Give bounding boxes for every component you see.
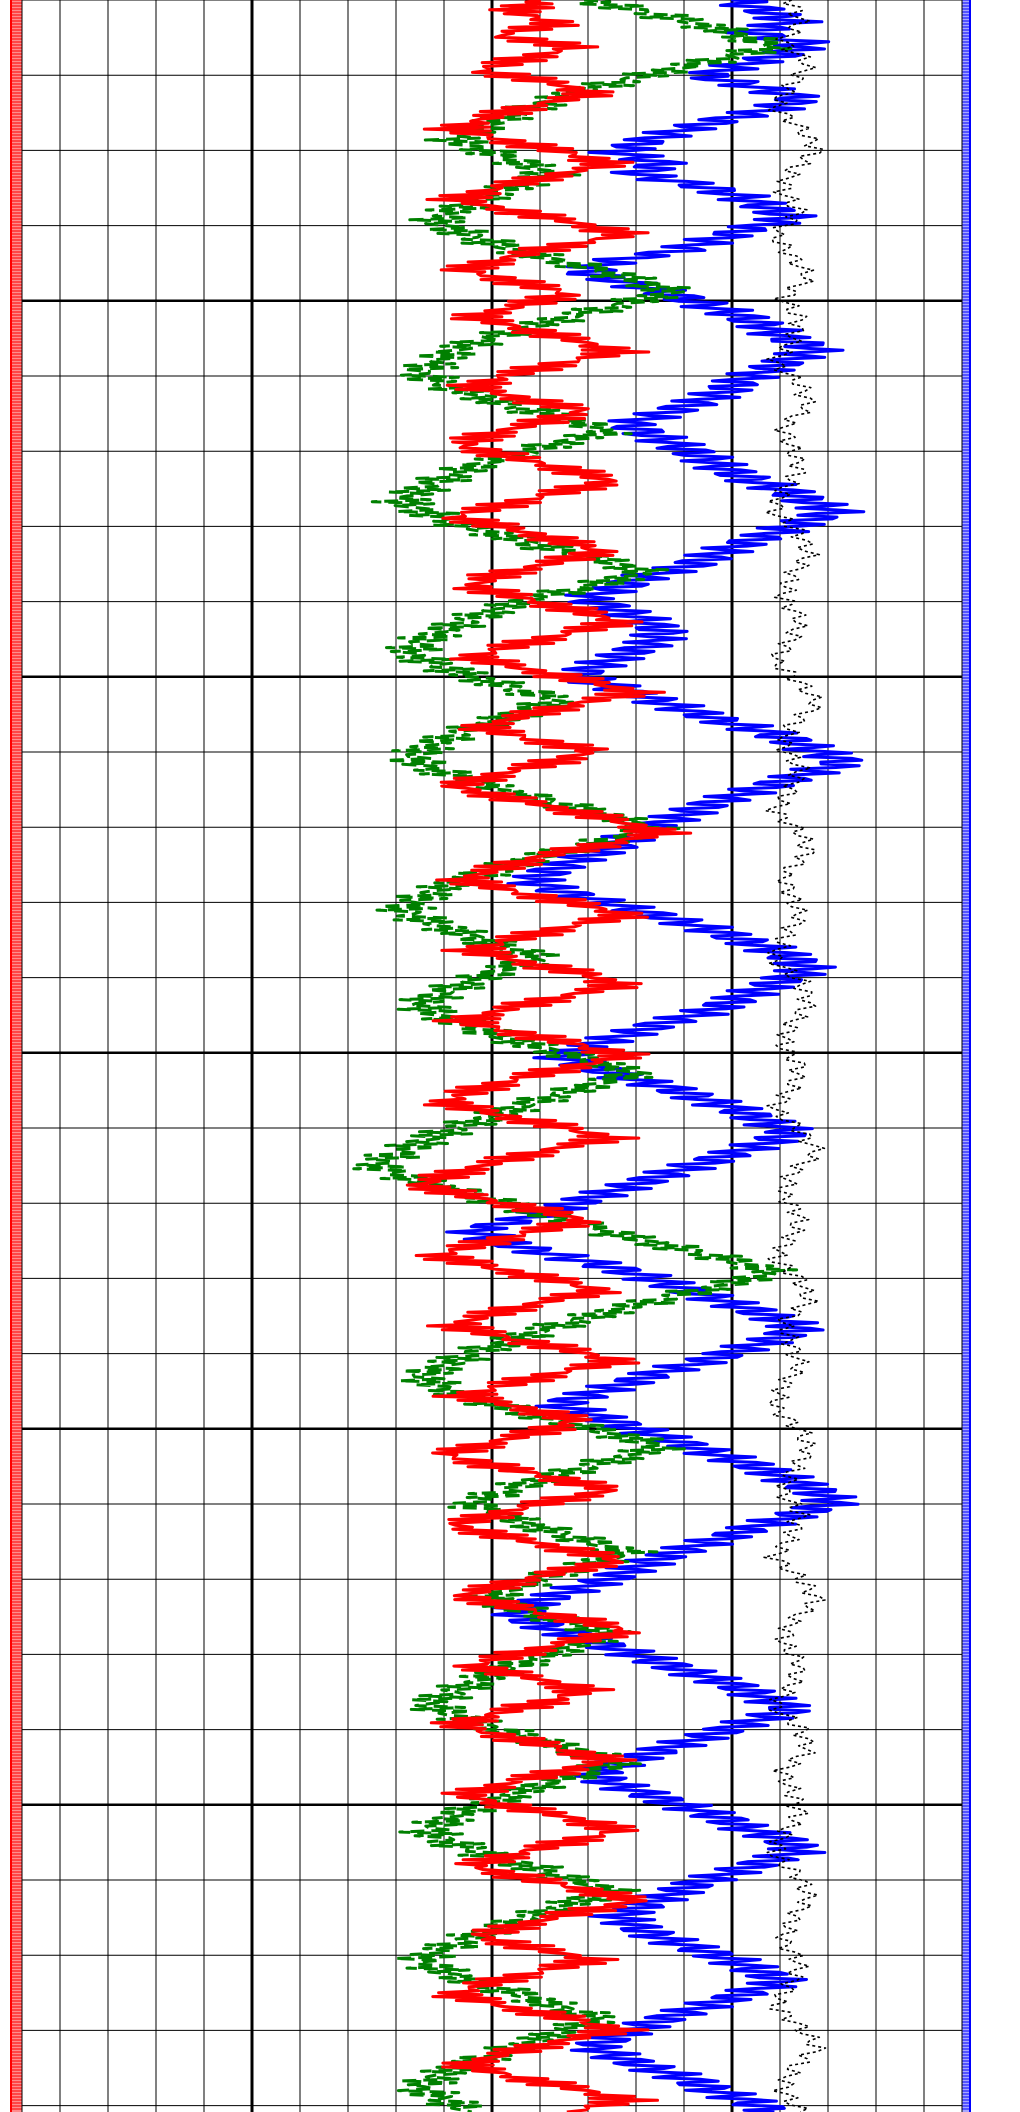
right-depth-track: [962, 0, 971, 2112]
red-curve: [405, 0, 693, 2112]
green-curve: [352, 0, 799, 2112]
black-dotted-curve: [763, 0, 827, 2112]
grid-lines: [21, 0, 963, 2112]
blue-curve: [445, 0, 866, 2112]
left-depth-track: [10, 0, 22, 2112]
log-curves: [352, 0, 866, 2112]
